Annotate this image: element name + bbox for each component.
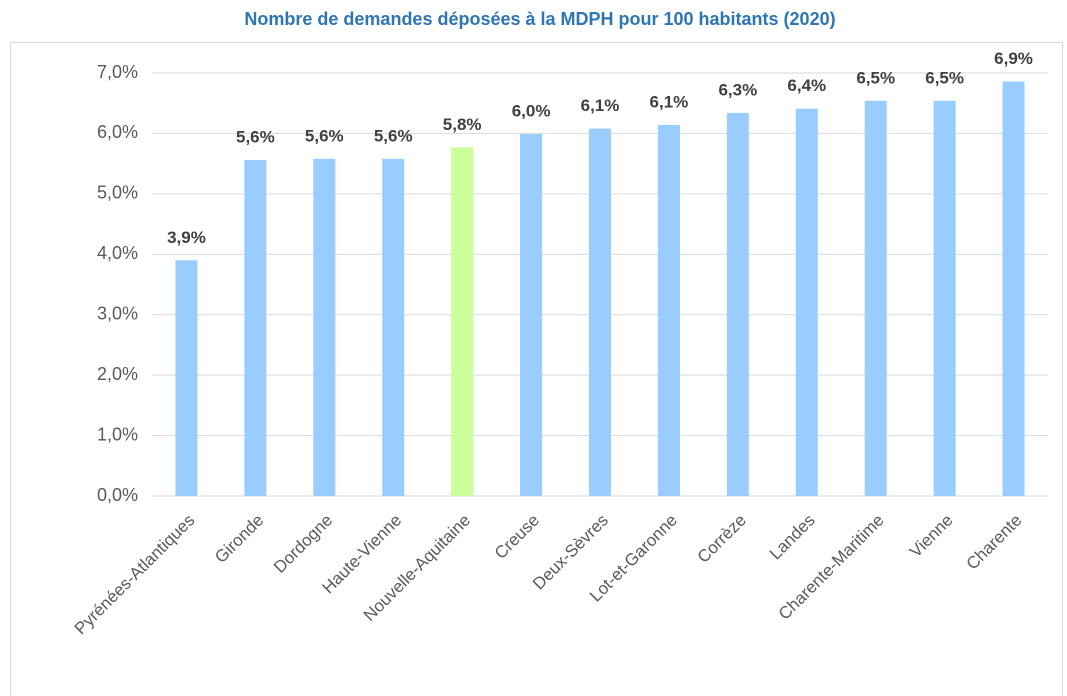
bar (1002, 81, 1025, 497)
y-tick-label: 6,0% (97, 122, 138, 142)
x-tick-label: Charente (963, 511, 1026, 574)
bar (382, 158, 405, 496)
x-tick-label: Pyrénées-Atlantiques (71, 511, 199, 639)
bar (657, 124, 680, 497)
bar (933, 100, 956, 496)
value-label: 6,3% (718, 80, 757, 99)
x-tick-label: Dordogne (270, 511, 336, 577)
x-tick-label: Gironde (211, 511, 267, 567)
y-tick-label: 2,0% (97, 364, 138, 384)
x-tick-label: Corrèze (694, 511, 750, 567)
y-tick-label: 3,0% (97, 303, 138, 323)
bar (520, 134, 543, 497)
y-tick-label: 5,0% (97, 183, 138, 203)
bar (726, 112, 749, 496)
value-label: 6,4% (787, 76, 826, 95)
bar (864, 100, 887, 496)
value-label: 3,9% (167, 228, 206, 247)
value-label: 6,1% (650, 92, 689, 111)
x-tick-label: Landes (766, 511, 819, 564)
y-tick-label: 0,0% (97, 485, 138, 505)
y-tick-label: 7,0% (97, 62, 138, 82)
value-label: 5,6% (236, 128, 275, 147)
bar (795, 108, 818, 496)
y-tick-label: 1,0% (97, 424, 138, 444)
chart-title: Nombre de demandes déposées à la MDPH po… (244, 9, 835, 29)
bar (313, 158, 336, 496)
x-tick-label: Vienne (906, 511, 957, 562)
bar (589, 128, 611, 496)
bar (244, 160, 267, 496)
bar (451, 147, 474, 496)
value-label: 5,6% (305, 126, 344, 145)
chart-frame (10, 42, 1063, 696)
x-tick-label: Creuse (491, 511, 543, 563)
value-label: 6,9% (994, 49, 1033, 68)
bar (175, 260, 198, 496)
value-label: 6,5% (856, 68, 895, 87)
value-label: 6,0% (512, 102, 551, 121)
value-label: 5,6% (374, 126, 413, 145)
value-label: 6,5% (925, 68, 964, 87)
value-label: 6,1% (581, 96, 620, 115)
value-label: 5,8% (443, 115, 482, 134)
y-tick-label: 4,0% (97, 243, 138, 263)
